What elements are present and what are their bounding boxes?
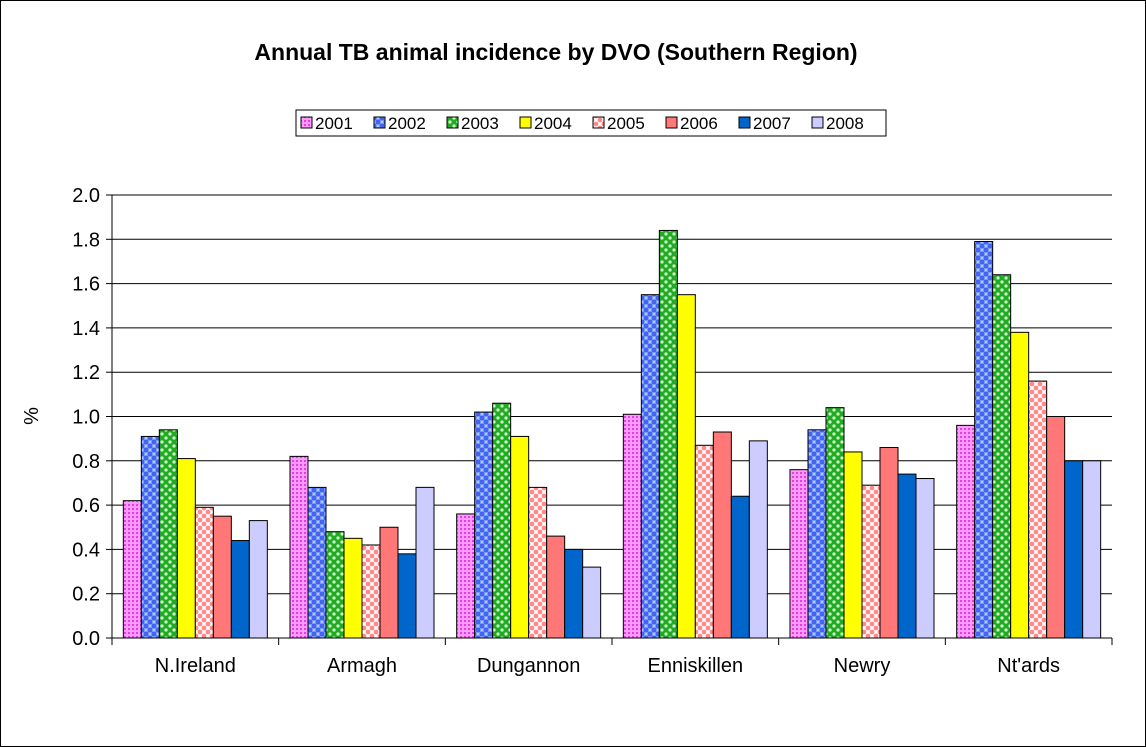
- x-category-label: Nt'ards: [997, 655, 1060, 677]
- bar-2008-enniskillen: [748, 440, 768, 639]
- bar-2004-n-ireland: [176, 458, 196, 639]
- bar-2005-enniskillen: [694, 444, 714, 639]
- legend-label-2005: 2005: [607, 114, 645, 133]
- legend-swatch-2005: [592, 116, 605, 129]
- x-category-label: Dungannon: [477, 655, 580, 677]
- legend-swatch-2004: [519, 116, 532, 129]
- bar-2008-n-ireland: [248, 520, 268, 639]
- legend-swatch-2006: [665, 116, 678, 129]
- y-tick-label: 1.8: [72, 229, 100, 251]
- x-category-label: Armagh: [327, 655, 397, 677]
- bar-2002-armagh: [307, 486, 327, 639]
- y-tick-label: 1.2: [72, 362, 100, 384]
- bar-2002-enniskillen: [640, 294, 660, 639]
- bar-2005-nt-ards: [1028, 380, 1048, 639]
- legend-box: [295, 109, 887, 137]
- y-tick-label: 1.6: [72, 274, 100, 296]
- bar-2006-dungannon: [546, 535, 566, 639]
- y-tick-label: 0.6: [72, 495, 100, 517]
- x-category-label: N.Ireland: [155, 655, 236, 677]
- bar-2002-n-ireland: [140, 435, 160, 639]
- y-axis-ticks: 0.0 0.2 0.4 0.6 0.8 1.0 1.2 1.4 1.6 1.8 2.0: [72, 185, 112, 650]
- legend-swatch-2001: [300, 116, 313, 129]
- legend-label-2003: 2003: [461, 114, 499, 133]
- bar-2006-newry: [879, 447, 899, 639]
- bar-2002-nt-ards: [974, 241, 994, 639]
- bar-2003-newry: [825, 407, 845, 639]
- bar-2006-enniskillen: [712, 431, 732, 639]
- chart-title: Annual TB animal incidence by DVO (South…: [254, 39, 857, 65]
- bar-2001-nt-ards: [956, 424, 976, 639]
- bar-2008-dungannon: [582, 566, 602, 639]
- gridlines: [112, 194, 1112, 595]
- x-axis-categories: N.Ireland Armagh Dungannon Enniskillen Newry…: [111, 638, 1113, 677]
- bar-2006-n-ireland: [212, 515, 232, 639]
- bar-2005-n-ireland: [194, 506, 214, 639]
- bar-2005-newry: [861, 484, 881, 639]
- legend-swatch-2007: [738, 116, 751, 129]
- bar-2004-nt-ards: [1010, 331, 1030, 639]
- bar-2007-enniskillen: [730, 495, 750, 639]
- bar-2006-armagh: [379, 526, 399, 639]
- bar-2004-dungannon: [510, 435, 530, 639]
- bar-2007-armagh: [397, 553, 417, 639]
- bar-2003-enniskillen: [658, 229, 678, 639]
- legend-label-2002: 2002: [388, 114, 426, 133]
- y-tick-label: 0.2: [72, 584, 100, 606]
- legend-label-2006: 2006: [680, 114, 718, 133]
- bar-2001-dungannon: [456, 513, 476, 639]
- bar-2008-newry: [915, 478, 935, 639]
- bar-2001-newry: [789, 469, 809, 639]
- bar-2002-dungannon: [474, 411, 494, 639]
- bar-2003-nt-ards: [992, 274, 1012, 639]
- legend-label-2004: 2004: [534, 114, 572, 133]
- legend-label-2008: 2008: [826, 114, 864, 133]
- bar-2008-nt-ards: [1082, 460, 1102, 639]
- legend-label-2001: 2001: [315, 114, 353, 133]
- bar-2001-enniskillen: [622, 413, 642, 639]
- legend-label-2007: 2007: [753, 114, 791, 133]
- legend-swatch-2008: [811, 116, 824, 129]
- bar-2006-nt-ards: [1046, 416, 1066, 639]
- legend-swatch-2002: [373, 116, 386, 129]
- bar-2003-n-ireland: [158, 429, 178, 639]
- y-tick-label: 2.0: [72, 185, 100, 207]
- bar-2005-armagh: [361, 544, 381, 639]
- y-tick-label: 1.0: [72, 407, 100, 429]
- y-tick-label: 0.0: [72, 628, 100, 650]
- bar-2004-armagh: [343, 537, 363, 639]
- bar-2007-newry: [897, 473, 917, 639]
- bar-2008-armagh: [415, 486, 435, 639]
- y-tick-label: 0.8: [72, 451, 100, 473]
- bar-2003-dungannon: [492, 402, 512, 639]
- bar-2004-newry: [843, 451, 863, 639]
- bar-2004-enniskillen: [676, 294, 696, 639]
- bar-2007-dungannon: [564, 548, 584, 639]
- y-tick-label: 1.4: [72, 318, 100, 340]
- bar-2002-newry: [807, 429, 827, 639]
- bar-2007-n-ireland: [230, 540, 250, 639]
- bar-2003-armagh: [325, 531, 345, 639]
- bar-2007-nt-ards: [1064, 460, 1084, 639]
- bar-2005-dungannon: [528, 486, 548, 639]
- bar-2001-n-ireland: [122, 500, 142, 639]
- x-category-label: Enniskillen: [648, 655, 744, 677]
- bar-2001-armagh: [289, 455, 309, 639]
- legend: 2001 2002 2003 2004 2005 2006 2007 2008: [295, 109, 887, 137]
- legend-swatch-2003: [446, 116, 459, 129]
- x-category-label: Newry: [834, 655, 891, 677]
- y-axis-title: %: [21, 407, 43, 425]
- y-tick-label: 0.4: [72, 539, 100, 561]
